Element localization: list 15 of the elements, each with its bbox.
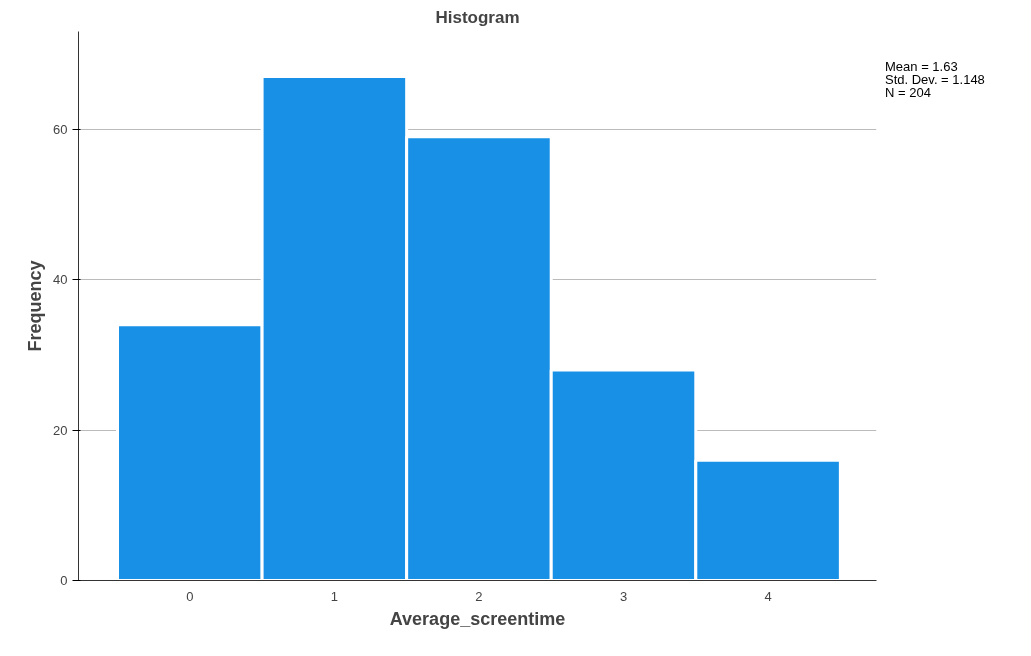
y-tick-label: 0: [60, 573, 68, 588]
text: Std. Dev. = 1.148: [885, 72, 985, 87]
x-axis-title: Average_screentime: [389, 608, 566, 629]
y-axis-title: Frequency: [25, 260, 46, 352]
x-tick-label: 1: [330, 588, 338, 604]
y-tick-label: 40: [53, 272, 68, 288]
y-tick-label: 60: [53, 121, 68, 137]
text: N = 204: [885, 85, 931, 100]
x-tick-label: 4: [764, 588, 772, 604]
text: Mean = 1.63: [885, 59, 958, 74]
chart-title: Histogram: [435, 7, 520, 27]
x-tick-label: 3: [619, 588, 628, 604]
y-tick-label: 20: [53, 422, 68, 438]
x-tick-label: 0: [186, 588, 194, 604]
x-tick-label: 2: [475, 588, 483, 604]
